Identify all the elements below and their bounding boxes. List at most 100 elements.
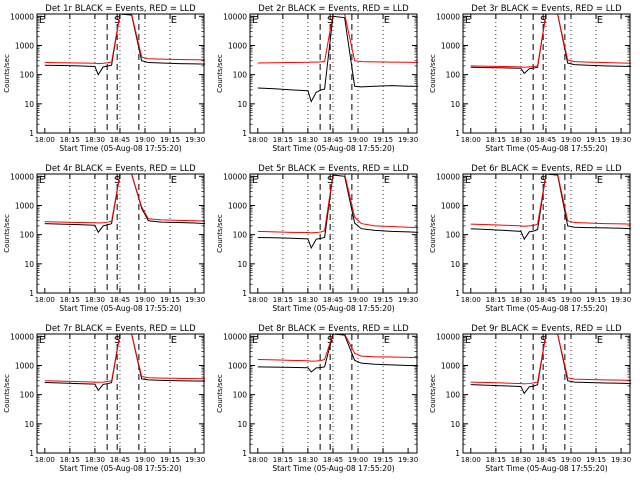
x-tick-label: 18:00 xyxy=(248,456,268,464)
x-tick-label: 19:15 xyxy=(160,456,180,464)
marker-label: E xyxy=(384,15,390,26)
x-tick-label: 18:30 xyxy=(511,136,531,144)
x-axis-label: Start Time (05-Aug-08 17:55:20) xyxy=(272,464,394,473)
series-line-lld xyxy=(257,13,419,64)
marker-label: E xyxy=(39,15,45,26)
marker-label: E xyxy=(171,175,177,186)
panel-title: Det 9r BLACK = Events, RED = LLD xyxy=(471,324,622,334)
x-tick-label: 18:45 xyxy=(536,456,556,464)
x-axis-label: Start Time (05-Aug-08 17:55:20) xyxy=(485,304,607,313)
series-line-lld xyxy=(257,333,419,362)
y-tick-label: 1000 xyxy=(228,361,247,370)
x-tick-label: 19:15 xyxy=(586,456,606,464)
marker-label: S xyxy=(540,175,546,186)
x-tick-label: 18:15 xyxy=(60,136,80,144)
y-tick-label: 1 xyxy=(455,129,460,138)
y-tick-label: 100 xyxy=(20,391,35,400)
panel-title: Det 4r BLACK = Events, RED = LLD xyxy=(45,164,196,174)
y-tick-label: 100 xyxy=(20,71,35,80)
y-tick-label: 100 xyxy=(20,231,35,240)
series-line-lld xyxy=(257,173,419,234)
x-tick-label: 18:30 xyxy=(298,136,318,144)
x-tick-label: 18:45 xyxy=(110,456,130,464)
marker-label: E xyxy=(465,175,471,186)
y-tick-label: 1000 xyxy=(228,41,247,50)
x-tick-label: 18:45 xyxy=(536,136,556,144)
x-tick-label: 19:30 xyxy=(398,296,418,304)
series-line-events xyxy=(470,333,632,395)
y-tick-label: 10 xyxy=(237,100,247,109)
x-tick-label: 19:15 xyxy=(586,136,606,144)
y-tick-label: 10 xyxy=(237,260,247,269)
x-axis-label: Start Time (05-Aug-08 17:55:20) xyxy=(485,144,607,153)
series-line-lld xyxy=(470,13,632,68)
marker-label: S xyxy=(540,15,546,26)
plot-frame xyxy=(36,13,205,134)
x-tick-label: 18:30 xyxy=(85,136,105,144)
plot-frame xyxy=(249,13,418,134)
series-line-lld xyxy=(44,173,206,224)
y-tick-label: 1 xyxy=(242,289,247,298)
x-tick-label: 18:45 xyxy=(323,456,343,464)
marker-label: E xyxy=(384,175,390,186)
y-tick-label: 10000 xyxy=(223,172,247,181)
x-tick-label: 18:15 xyxy=(273,456,293,464)
series-line-events xyxy=(257,333,419,373)
x-axis-label: Start Time (05-Aug-08 17:55:20) xyxy=(59,464,181,473)
marker-label: E xyxy=(171,335,177,346)
x-tick-label: 18:00 xyxy=(461,296,481,304)
x-tick-label: 18:15 xyxy=(486,296,506,304)
y-axis-label: Counts/sec xyxy=(3,214,11,253)
marker-label: E xyxy=(171,15,177,26)
x-tick-label: 19:00 xyxy=(561,456,581,464)
x-tick-label: 19:15 xyxy=(586,296,606,304)
y-tick-label: 10000 xyxy=(223,332,247,341)
x-tick-label: 18:15 xyxy=(273,136,293,144)
x-axis-label: Start Time (05-Aug-08 17:55:20) xyxy=(272,144,394,153)
x-tick-label: 19:15 xyxy=(373,136,393,144)
x-tick-label: 18:00 xyxy=(461,456,481,464)
y-tick-label: 10 xyxy=(24,260,34,269)
y-tick-label: 10000 xyxy=(223,12,247,21)
x-tick-label: 18:15 xyxy=(273,296,293,304)
x-tick-label: 19:30 xyxy=(185,456,205,464)
panel-title: Det 5r BLACK = Events, RED = LLD xyxy=(258,164,409,174)
y-tick-label: 100 xyxy=(233,391,248,400)
marker-label: S xyxy=(327,175,333,186)
marker-label: E xyxy=(39,335,45,346)
y-axis-label: Counts/sec xyxy=(3,54,11,93)
y-axis-label: Counts/sec xyxy=(429,214,437,253)
x-tick-label: 19:15 xyxy=(373,456,393,464)
y-tick-label: 1000 xyxy=(228,201,247,210)
marker-label: E xyxy=(597,15,603,26)
y-axis-label: Counts/sec xyxy=(216,214,224,253)
series-line-events xyxy=(44,333,206,392)
y-tick-label: 1 xyxy=(29,129,34,138)
y-axis-label: Counts/sec xyxy=(429,374,437,413)
x-axis-label: Start Time (05-Aug-08 17:55:20) xyxy=(272,304,394,313)
plot-frame xyxy=(462,13,631,134)
y-tick-label: 10000 xyxy=(10,172,34,181)
x-tick-label: 19:00 xyxy=(135,136,155,144)
x-tick-label: 19:30 xyxy=(611,456,631,464)
x-tick-label: 18:00 xyxy=(248,136,268,144)
y-axis-label: Counts/sec xyxy=(216,374,224,413)
y-tick-label: 100 xyxy=(233,71,248,80)
y-tick-label: 1 xyxy=(455,289,460,298)
x-tick-label: 18:30 xyxy=(511,296,531,304)
panel-title: Det 3r BLACK = Events, RED = LLD xyxy=(471,4,622,14)
plot-frame xyxy=(36,173,205,294)
marker-label: E xyxy=(39,175,45,186)
y-tick-label: 10000 xyxy=(436,12,460,21)
panel-title: Det 7r BLACK = Events, RED = LLD xyxy=(45,324,196,334)
marker-label: E xyxy=(252,15,258,26)
x-axis-label: Start Time (05-Aug-08 17:55:20) xyxy=(485,464,607,473)
y-tick-label: 10 xyxy=(24,420,34,429)
series-line-lld xyxy=(44,333,206,383)
x-tick-label: 19:00 xyxy=(348,296,368,304)
